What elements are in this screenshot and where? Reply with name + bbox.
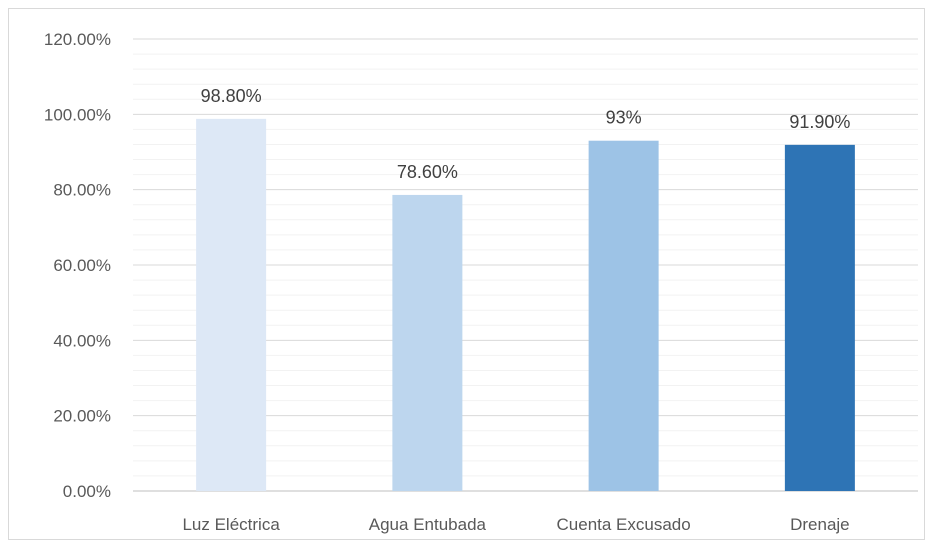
y-tick-label: 0.00%: [63, 482, 111, 501]
bar: [196, 119, 266, 491]
bar: [785, 145, 855, 491]
data-label: 98.80%: [201, 86, 262, 106]
data-label: 93%: [606, 108, 642, 128]
data-label: 78.60%: [397, 162, 458, 182]
y-tick-label: 120.00%: [44, 30, 111, 49]
y-tick-label: 60.00%: [53, 256, 111, 275]
x-tick-label: Luz Eléctrica: [182, 515, 280, 534]
bar: [392, 195, 462, 491]
y-tick-label: 100.00%: [44, 105, 111, 124]
x-tick-label: Agua Entubada: [369, 515, 487, 534]
data-label: 91.90%: [789, 112, 850, 132]
y-tick-label: 80.00%: [53, 181, 111, 200]
x-tick-label: Drenaje: [790, 515, 850, 534]
x-tick-label: Cuenta Excusado: [557, 515, 691, 534]
y-tick-label: 20.00%: [53, 407, 111, 426]
y-tick-label: 40.00%: [53, 331, 111, 350]
bar: [589, 141, 659, 491]
